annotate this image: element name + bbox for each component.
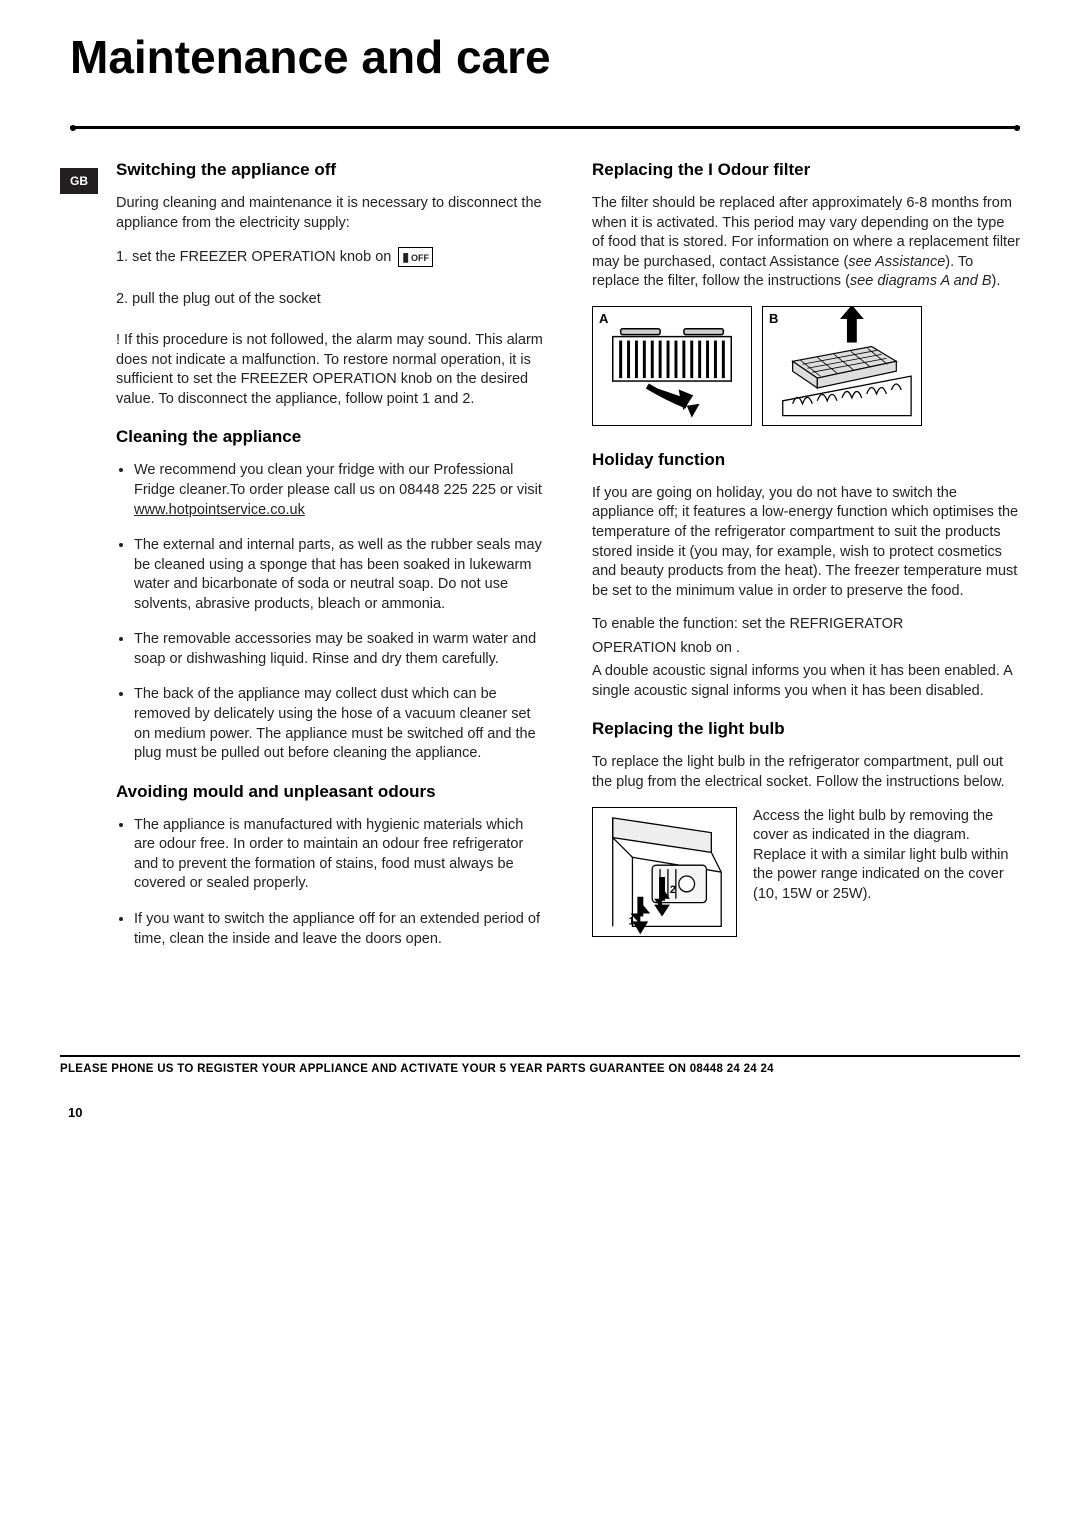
step: 2. pull the plug out of the socket	[116, 290, 544, 310]
paragraph: To enable the function: set the REFRIGER…	[592, 615, 1020, 635]
section-heading: Replacing the I Odour filter	[592, 160, 1020, 180]
paragraph: OPERATION knob on .	[592, 639, 1020, 659]
paragraph: During cleaning and maintenance it is ne…	[116, 194, 544, 233]
section-heading: Switching the appliance off	[116, 160, 544, 180]
list-item: If you want to switch the appliance off …	[134, 910, 544, 949]
step: 1. set the FREEZER OPERATION knob on OFF	[116, 247, 544, 267]
bullet-list: We recommend you clean your fridge with …	[116, 461, 544, 763]
warning-paragraph: ! If this procedure is not followed, the…	[116, 331, 544, 409]
left-column: Switching the appliance off During clean…	[116, 160, 544, 965]
bullet-list: The appliance is manufactured with hygie…	[116, 816, 544, 949]
list-item: The back of the appliance may collect du…	[134, 685, 544, 763]
footer-text: PLEASE PHONE US TO REGISTER YOUR APPLIAN…	[60, 1063, 1020, 1075]
diagram-a: A	[592, 306, 752, 426]
diagram-b: B	[762, 306, 922, 426]
svg-text:1: 1	[628, 915, 634, 927]
paragraph: If you are going on holiday, you do not …	[592, 484, 1020, 601]
off-knob-icon: OFF	[398, 247, 433, 267]
list-item: We recommend you clean your fridge with …	[134, 461, 544, 520]
section-heading: Holiday function	[592, 450, 1020, 470]
page-title: Maintenance and care	[70, 30, 1020, 84]
paragraph: A double acoustic signal informs you whe…	[592, 662, 1020, 701]
bulb-instructions: Access the light bulb by removing the co…	[753, 807, 1020, 905]
side-tab: GB	[60, 160, 98, 965]
footer-divider	[60, 1055, 1020, 1063]
filter-diagrams: A	[592, 306, 1020, 426]
right-column: Replacing the I Odour filter The filter …	[592, 160, 1020, 965]
service-link[interactable]: www.hotpointservice.co.uk	[134, 502, 305, 518]
country-code-badge: GB	[60, 168, 98, 194]
horizontal-divider	[60, 124, 1020, 132]
page-number: 10	[68, 1105, 1020, 1120]
bulb-diagram: 1 2	[592, 807, 737, 937]
paragraph: The filter should be replaced after appr…	[592, 194, 1020, 292]
list-item: The removable accessories may be soaked …	[134, 630, 544, 669]
section-heading: Avoiding mould and unpleasant odours	[116, 782, 544, 802]
svg-text:2: 2	[670, 883, 676, 895]
list-item: The appliance is manufactured with hygie…	[134, 816, 544, 894]
list-item: The external and internal parts, as well…	[134, 536, 544, 614]
paragraph: To replace the light bulb in the refrige…	[592, 753, 1020, 792]
section-heading: Replacing the light bulb	[592, 719, 1020, 739]
section-heading: Cleaning the appliance	[116, 427, 544, 447]
